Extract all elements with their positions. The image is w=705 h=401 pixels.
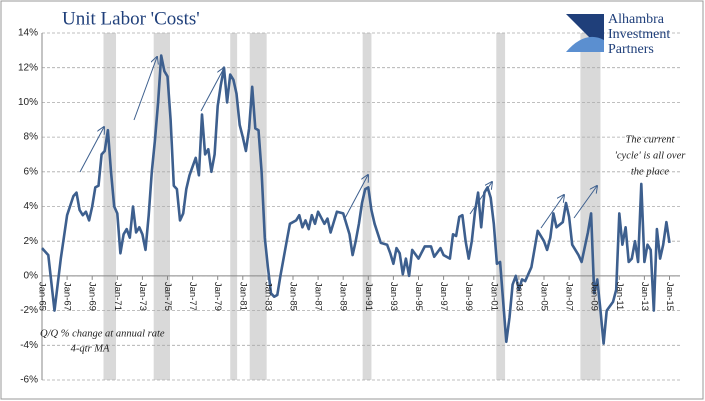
- y-tick-label: 2%: [24, 236, 39, 247]
- x-tick-label: Jan-91: [363, 282, 374, 311]
- logo-text: Investment: [608, 27, 670, 42]
- x-tick-label: Jan-01: [488, 282, 499, 311]
- x-tick-label: Jan-83: [262, 282, 273, 311]
- y-tick-label: 0%: [24, 271, 39, 282]
- note: The current: [626, 134, 676, 145]
- x-tick-label: Jan-07: [564, 282, 575, 311]
- y-tick-label: 10%: [18, 97, 38, 108]
- x-tick-label: Jan-95: [413, 282, 424, 311]
- foreground-layer: -6% -4% -2% 0% 2% 4% 6% 8% 10% 12% 14% Jan-65 Jan-67…: [18, 28, 675, 386]
- x-tick-label: Jan-85: [287, 282, 298, 311]
- x-tick-label: Jan-05: [538, 282, 549, 311]
- x-tick-label: Jan-99: [463, 282, 474, 311]
- x-tick-label: Jan-65: [36, 282, 47, 311]
- x-tick-label: Jan-03: [513, 282, 524, 311]
- y-tick-label: -4%: [20, 340, 38, 351]
- y-tick-label: 4%: [24, 201, 39, 212]
- logo-text: Partners: [608, 42, 654, 57]
- arrow: [469, 182, 492, 215]
- y-tick-label: -6%: [20, 375, 38, 386]
- x-tick-label: Jan-13: [639, 282, 650, 311]
- arrow: [573, 186, 597, 219]
- arrow: [343, 175, 368, 221]
- x-tick-label: Jan-11: [614, 282, 625, 310]
- x-tick-label: Jan-81: [237, 282, 248, 311]
- x-tick-label: Jan-73: [137, 282, 148, 311]
- chart-title: Unit Labor 'Costs': [62, 8, 200, 29]
- arrows: [79, 57, 597, 229]
- arrow: [540, 195, 564, 229]
- y-tick-label: 6%: [24, 166, 39, 177]
- x-tick-label: Jan-79: [212, 282, 223, 311]
- recession-band: [496, 33, 506, 380]
- logo-text: Alhambra: [608, 12, 665, 27]
- x-tick-label: Jan-15: [664, 282, 675, 311]
- x-tick-label: Jan-71: [112, 282, 123, 311]
- x-tick-label: Jan-93: [388, 282, 399, 311]
- x-tick-label: Jan-69: [87, 282, 98, 311]
- annotation: 4-qtr MA: [71, 343, 110, 354]
- x-tick-label: Jan-97: [438, 282, 449, 311]
- background-layer: [41, 32, 680, 381]
- x-tick-label: Jan-87: [313, 282, 324, 311]
- series-line: [41, 54, 671, 345]
- x-tick-label: Jan-67: [62, 282, 73, 311]
- logo: Alhambra Investment Partners: [566, 12, 670, 57]
- arrow: [200, 68, 224, 112]
- y-tick-label: -2%: [20, 305, 38, 316]
- x-tick-label: Jan-89: [338, 282, 349, 311]
- note: 'cycle' is all over: [615, 150, 687, 161]
- x-tick-label: Jan-09: [589, 282, 600, 311]
- annotation: Q/Q % change at annual rate: [40, 328, 165, 339]
- y-tick-label: 12%: [18, 62, 38, 73]
- x-tick-label: Jan-75: [162, 282, 173, 311]
- note: the place: [631, 166, 670, 177]
- arrow: [79, 127, 104, 173]
- y-tick-label: 14%: [18, 28, 38, 39]
- x-tick-label: Jan-77: [187, 282, 198, 311]
- y-tick-label: 8%: [24, 132, 39, 143]
- logo-shape: [566, 36, 604, 52]
- arrow: [133, 57, 157, 121]
